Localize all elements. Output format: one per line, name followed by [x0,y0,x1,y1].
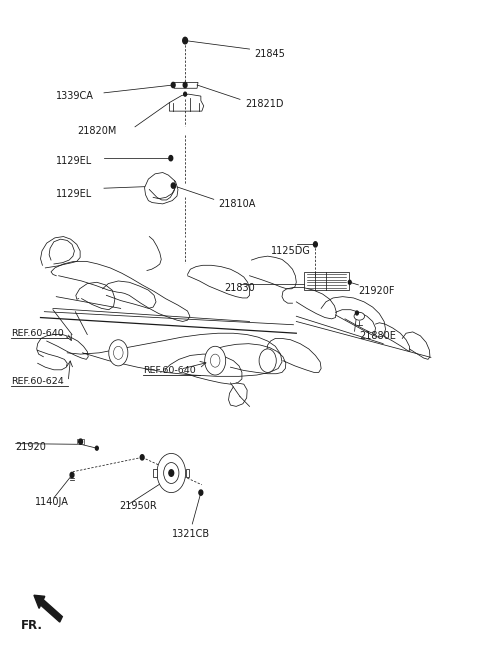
Text: REF.60-624: REF.60-624 [11,377,64,386]
Circle shape [171,183,175,188]
Circle shape [210,354,220,367]
Circle shape [356,311,359,315]
Text: 1339CA: 1339CA [56,91,94,101]
Circle shape [164,462,179,483]
Polygon shape [186,469,190,477]
Text: FR.: FR. [21,619,42,632]
Circle shape [169,155,173,161]
Polygon shape [77,439,84,444]
Polygon shape [173,83,198,89]
Circle shape [114,346,123,359]
Text: 21880E: 21880E [360,331,396,342]
Text: 21920: 21920 [15,442,46,452]
Text: 1129EL: 1129EL [56,155,93,166]
Text: 21845: 21845 [254,49,285,58]
Circle shape [109,340,128,366]
Circle shape [348,280,351,284]
Circle shape [70,472,74,478]
Text: 1125DG: 1125DG [271,246,311,256]
Circle shape [199,491,202,495]
Text: 1140JA: 1140JA [35,497,69,507]
Text: 21821D: 21821D [245,99,283,109]
FancyArrow shape [34,595,62,622]
Circle shape [79,439,83,444]
Polygon shape [304,272,349,290]
Circle shape [183,83,187,88]
Polygon shape [153,469,157,477]
Circle shape [140,455,144,460]
Circle shape [204,346,226,375]
Circle shape [259,349,276,373]
Text: 21950R: 21950R [120,501,157,511]
Text: 21820M: 21820M [78,126,117,136]
Circle shape [171,83,175,88]
Circle shape [313,242,317,247]
Text: 1321CB: 1321CB [172,529,210,539]
Text: 21810A: 21810A [218,199,256,209]
Circle shape [96,446,98,450]
Circle shape [169,470,174,476]
Text: 21830: 21830 [225,283,255,293]
Text: REF.60-640: REF.60-640 [143,366,195,375]
Circle shape [184,92,187,96]
Text: REF.60-640: REF.60-640 [11,329,64,338]
Polygon shape [169,94,204,111]
Circle shape [199,490,203,495]
Circle shape [183,37,188,44]
Polygon shape [144,173,178,204]
Ellipse shape [354,312,364,320]
Text: 1129EL: 1129EL [56,189,93,199]
Circle shape [157,453,186,493]
Text: 21920F: 21920F [359,286,395,296]
